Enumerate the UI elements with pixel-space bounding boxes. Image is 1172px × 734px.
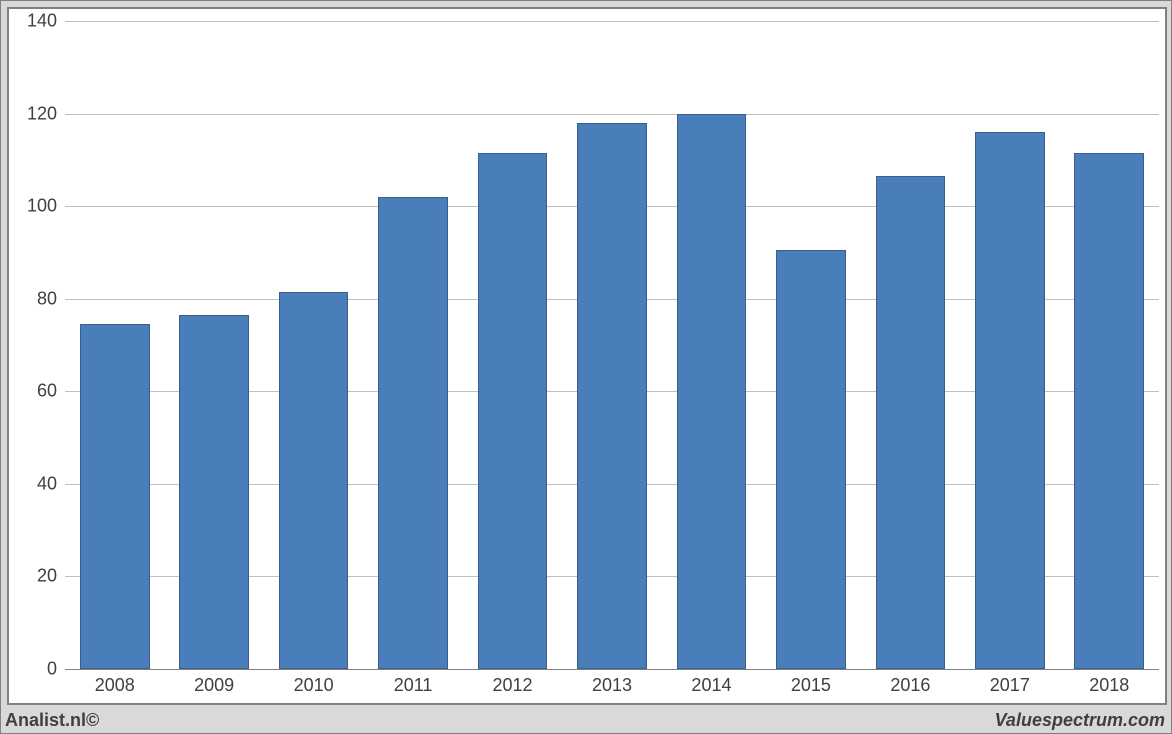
x-tick-label: 2014 bbox=[691, 669, 731, 696]
bar bbox=[876, 176, 946, 669]
x-tick-label: 2011 bbox=[394, 669, 433, 696]
bar bbox=[80, 324, 150, 669]
y-tick-label: 60 bbox=[37, 381, 65, 402]
bar bbox=[279, 292, 349, 669]
bar bbox=[577, 123, 647, 669]
x-tick-label: 2018 bbox=[1089, 669, 1129, 696]
y-tick-label: 100 bbox=[27, 196, 65, 217]
gridline bbox=[65, 21, 1159, 22]
y-tick-label: 80 bbox=[37, 288, 65, 309]
x-tick-label: 2010 bbox=[294, 669, 334, 696]
x-tick-label: 2013 bbox=[592, 669, 632, 696]
bar bbox=[378, 197, 448, 669]
x-tick-label: 2009 bbox=[194, 669, 234, 696]
y-tick-label: 0 bbox=[47, 659, 65, 680]
y-tick-label: 140 bbox=[27, 11, 65, 32]
gridline bbox=[65, 114, 1159, 115]
bar bbox=[975, 132, 1045, 669]
bar bbox=[677, 114, 747, 669]
x-tick-label: 2012 bbox=[493, 669, 533, 696]
y-tick-label: 120 bbox=[27, 103, 65, 124]
bar bbox=[179, 315, 249, 669]
footer-credit-right: Valuespectrum.com bbox=[995, 710, 1165, 731]
x-tick-label: 2017 bbox=[990, 669, 1030, 696]
chart-plot-frame: 0 20 40 60 80 100 120 140 2008 2009 2010 2011 2012 20… bbox=[7, 7, 1167, 705]
bar bbox=[478, 153, 548, 669]
y-tick-label: 40 bbox=[37, 473, 65, 494]
chart-plot-area: 0204060801001201402008200920102011201220… bbox=[65, 21, 1159, 669]
bar bbox=[1074, 153, 1144, 669]
x-tick-label: 2016 bbox=[890, 669, 930, 696]
y-tick-label: 20 bbox=[37, 566, 65, 587]
chart-outer-frame: 0 20 40 60 80 100 120 140 2008 2009 2010 2011 2012 20… bbox=[0, 0, 1172, 734]
x-tick-label: 2008 bbox=[95, 669, 135, 696]
bar bbox=[776, 250, 846, 669]
footer-credit-left: Analist.nl© bbox=[5, 710, 99, 731]
x-tick-label: 2015 bbox=[791, 669, 831, 696]
